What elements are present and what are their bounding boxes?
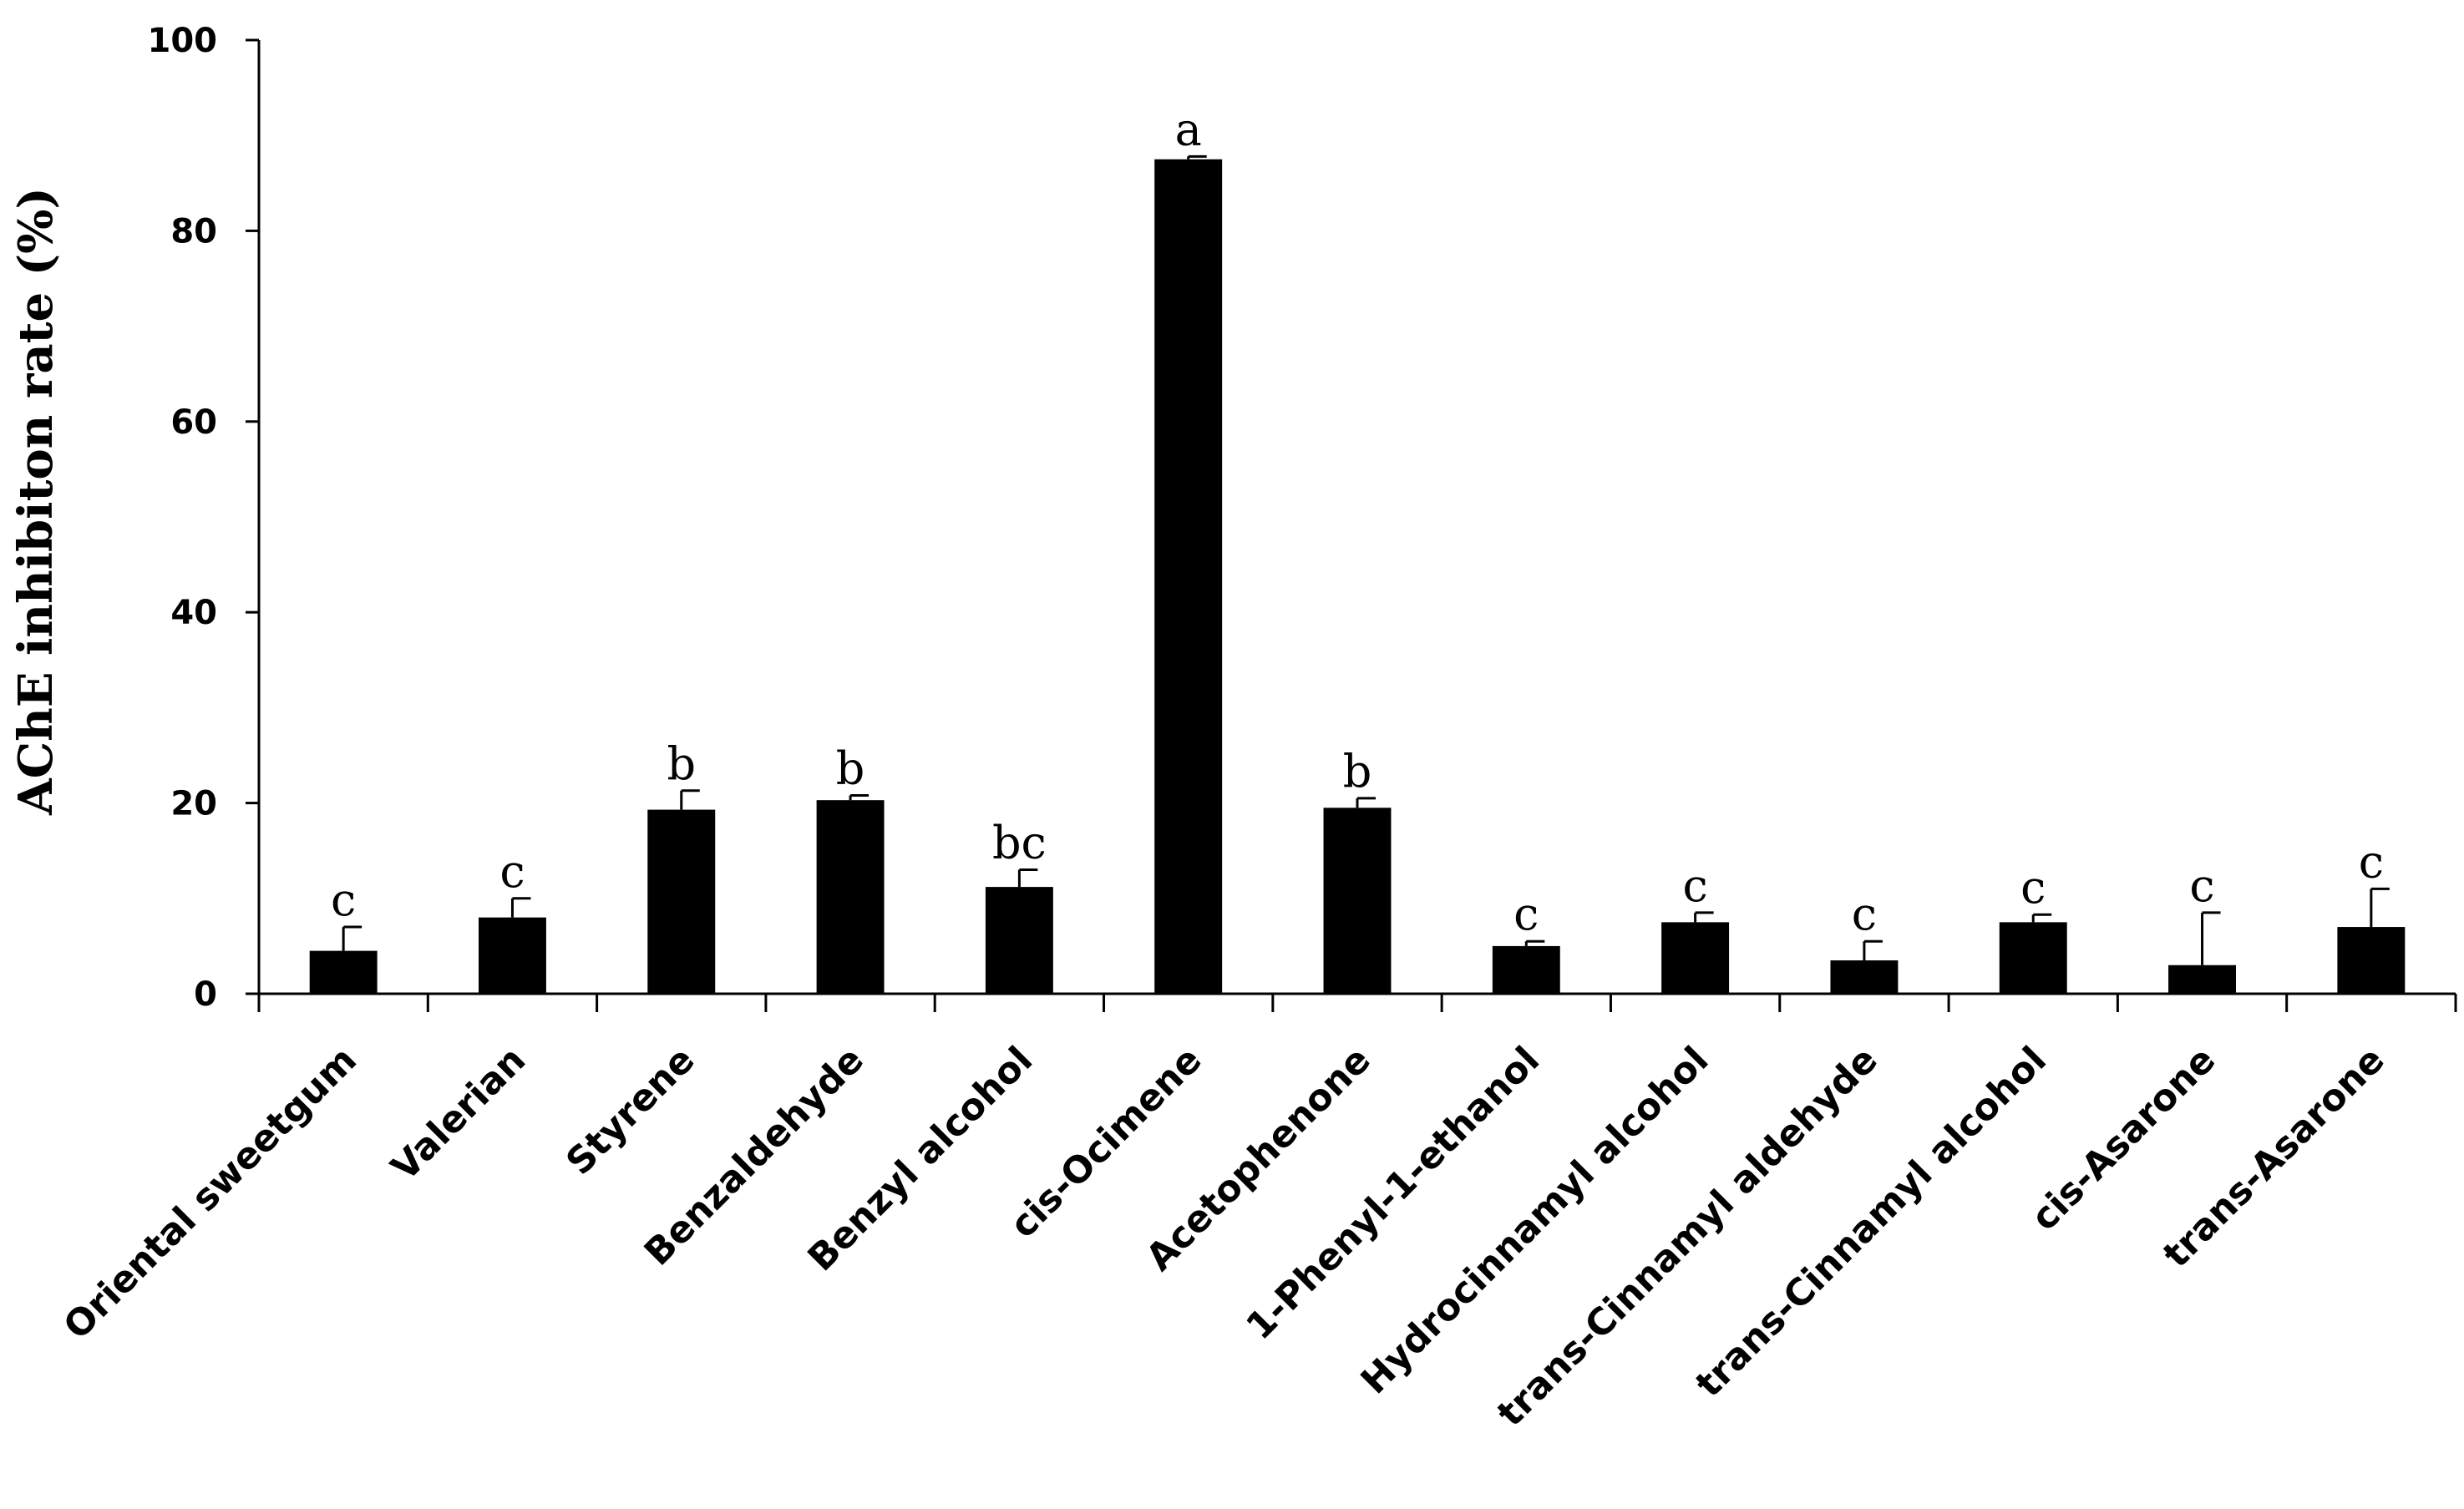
significance-label: c [1852, 888, 1877, 940]
y-axis-title: AChE inhibiton rate (%) [8, 187, 63, 816]
category-label: Hydrocinnamyl alcohol [1353, 1039, 1717, 1403]
significance-label: a [1175, 103, 1202, 155]
bar [1661, 922, 1730, 994]
category-label: Valerian [383, 1039, 534, 1189]
bar [2337, 927, 2406, 994]
x-axis [257, 992, 2457, 1012]
significance-label: c [499, 845, 525, 898]
bar [309, 950, 378, 994]
bar [647, 809, 716, 994]
y-tick-label: 60 [170, 403, 217, 442]
significance-label: c [2359, 835, 2384, 888]
bar [479, 917, 546, 994]
bar [2168, 965, 2236, 994]
significance-label: c [1513, 888, 1539, 940]
y-tick-label: 0 [194, 975, 217, 1014]
y-axis: 0 20 40 60 80 100 [148, 22, 261, 1014]
category-label: trans-Cinnamyl alcohol [1687, 1039, 2055, 1406]
y-tick-label: 20 [170, 785, 217, 823]
category-labels: Oriental sweetgum Valerian StyreneBenzalde… [56, 1039, 2393, 1436]
y-tick-label: 80 [170, 212, 217, 251]
bar [1830, 960, 1899, 994]
bar [1154, 159, 1223, 994]
significance-label: b [667, 737, 696, 790]
bar [985, 887, 1053, 994]
y-tick-label: 40 [170, 594, 217, 632]
bar [1492, 945, 1560, 994]
y-tick-label: 100 [148, 22, 218, 60]
significance-label: c [2189, 859, 2214, 912]
category-label: Styrene [558, 1039, 702, 1183]
bar [1999, 922, 2067, 994]
significance-label: b [836, 742, 865, 794]
bars [309, 159, 2406, 994]
significance-label: c [1682, 859, 1707, 912]
error-bars [342, 154, 2390, 965]
category-label: Oriental sweetgum [56, 1039, 365, 1348]
bar [1323, 808, 1392, 994]
significance-label: c [2020, 861, 2046, 914]
significance-label: bc [992, 817, 1047, 869]
significance-label: c [331, 873, 356, 926]
category-label: 1-Phenyl-1-ethanol [1239, 1039, 1549, 1349]
bar [816, 800, 885, 994]
significance-label: b [1343, 745, 1372, 798]
